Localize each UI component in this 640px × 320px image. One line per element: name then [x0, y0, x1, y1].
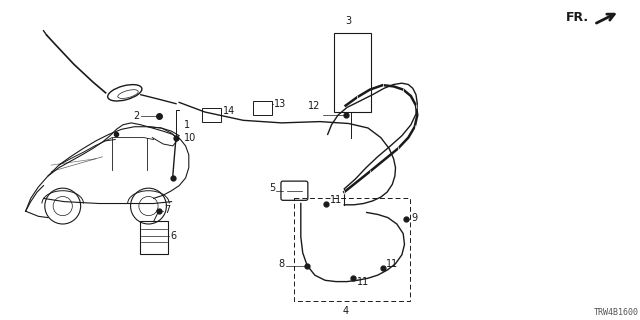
Text: TRW4B1600: TRW4B1600: [594, 308, 639, 317]
Text: 5: 5: [269, 182, 275, 193]
Bar: [202, 108, 221, 122]
Text: 2: 2: [133, 111, 140, 122]
Text: 8: 8: [278, 259, 285, 269]
Text: 13: 13: [274, 99, 286, 109]
Text: 6: 6: [170, 230, 177, 241]
Text: 7: 7: [164, 205, 170, 215]
Text: 1: 1: [184, 120, 191, 130]
Bar: [334, 33, 371, 112]
Bar: [140, 221, 168, 254]
Text: 10: 10: [184, 132, 196, 143]
Text: 11: 11: [330, 195, 342, 205]
Text: 11: 11: [386, 259, 398, 269]
Text: 12: 12: [308, 100, 320, 111]
Text: 11: 11: [356, 276, 369, 287]
Text: 9: 9: [411, 212, 417, 223]
Bar: [294, 198, 410, 301]
Text: 3: 3: [346, 16, 352, 26]
Text: 14: 14: [223, 106, 235, 116]
Text: FR.: FR.: [566, 12, 589, 24]
Text: 4: 4: [342, 306, 349, 316]
Bar: [253, 101, 272, 115]
